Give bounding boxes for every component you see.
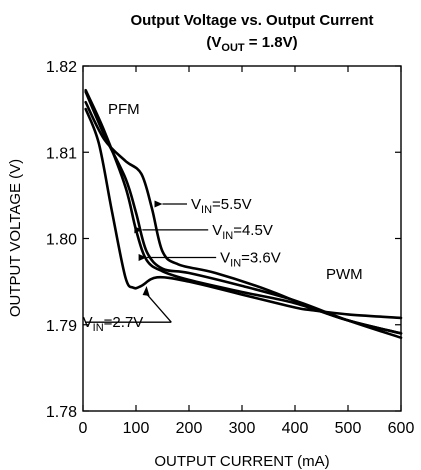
annotation-vin-4-5v: VIN=4.5V xyxy=(134,222,273,242)
annotation-label-sub-vin-5-5v: IN xyxy=(201,204,212,216)
annotation-vin-5-5v: VIN=5.5V xyxy=(154,196,252,216)
x-tick-label-4: 400 xyxy=(282,420,309,437)
y-tick-label-3: 1.81 xyxy=(46,145,77,162)
annotation-label-prefix-vin-2-7v: V xyxy=(83,314,93,331)
annotation-label-prefix-vin-5-5v: V xyxy=(191,196,201,213)
annotation-label-vin-3-6v: VIN=3.6V xyxy=(220,249,281,269)
y-tick-label-0: 1.78 xyxy=(46,404,77,421)
series-line-vin-3-6v xyxy=(84,88,403,335)
annotation-label-suffix-vin-2-7v: =2.7V xyxy=(104,314,144,331)
region-label-pwm: PWM xyxy=(326,266,363,283)
axis-ticks xyxy=(82,65,402,412)
x-tick-label-6: 600 xyxy=(388,420,415,437)
annotation-arrow-vin-2-7v xyxy=(142,285,150,296)
x-axis-label: OUTPUT CURRENT (mA) xyxy=(154,453,329,470)
chart-subtitle: (VOUT = 1.8V) xyxy=(206,34,297,54)
annotation-label-prefix-vin-4-5v: V xyxy=(212,222,222,239)
chart-subtitle-prefix: (V xyxy=(206,34,221,51)
chart-title: Output Voltage vs. Output Current xyxy=(130,12,373,29)
annotation-label-vin-2-7v: VIN=2.7V xyxy=(83,314,144,334)
series-line-vin-4-5v xyxy=(84,90,403,339)
annotation-label-suffix-vin-5-5v: =5.5V xyxy=(212,196,252,213)
annotation-label-sub-vin-4-5v: IN xyxy=(222,230,233,242)
annotation-leader-diag-vin-2-7v xyxy=(146,293,172,323)
y-tick-label-4: 1.82 xyxy=(46,59,77,76)
y-tick-label-1: 1.79 xyxy=(46,318,77,335)
annotation-arrow-vin-5-5v xyxy=(154,200,163,208)
annotation-label-vin-5-5v: VIN=5.5V xyxy=(191,196,252,216)
x-tick-label-1: 100 xyxy=(123,420,150,437)
x-tick-label-5: 500 xyxy=(335,420,362,437)
series-lines xyxy=(84,88,403,339)
annotation-label-prefix-vin-3-6v: V xyxy=(220,249,230,266)
y-axis-label: OUTPUT VOLTAGE (V) xyxy=(7,159,24,317)
annotation-label-vin-4-5v: VIN=4.5V xyxy=(212,222,273,242)
annotation-vin-2-7v: VIN=2.7V xyxy=(83,285,172,334)
region-label-pfm: PFM xyxy=(108,101,140,118)
y-tick-label-2: 1.80 xyxy=(46,232,77,249)
chart-subtitle-sub: OUT xyxy=(221,42,245,54)
x-tick-label-0: 0 xyxy=(79,420,88,437)
annotation-label-suffix-vin-3-6v: =3.6V xyxy=(241,249,281,266)
annotation-arrow-vin-3-6v xyxy=(138,253,147,261)
chart-subtitle-suffix: = 1.8V) xyxy=(245,34,298,51)
annotation-arrow-vin-4-5v xyxy=(134,226,143,234)
annotation-label-sub-vin-2-7v: IN xyxy=(93,322,104,334)
series-line-vin-2-7v xyxy=(84,107,403,320)
annotation-label-sub-vin-3-6v: IN xyxy=(230,257,241,269)
annotation-label-suffix-vin-4-5v: =4.5V xyxy=(233,222,273,239)
x-tick-label-3: 300 xyxy=(229,420,256,437)
annotation-vin-3-6v: VIN=3.6V xyxy=(138,249,281,269)
x-tick-label-2: 200 xyxy=(176,420,203,437)
axis-tick-labels: 0 100 200 300 400 500 600 1.78 1.79 1.80 1.81 1.82 xyxy=(46,59,415,437)
